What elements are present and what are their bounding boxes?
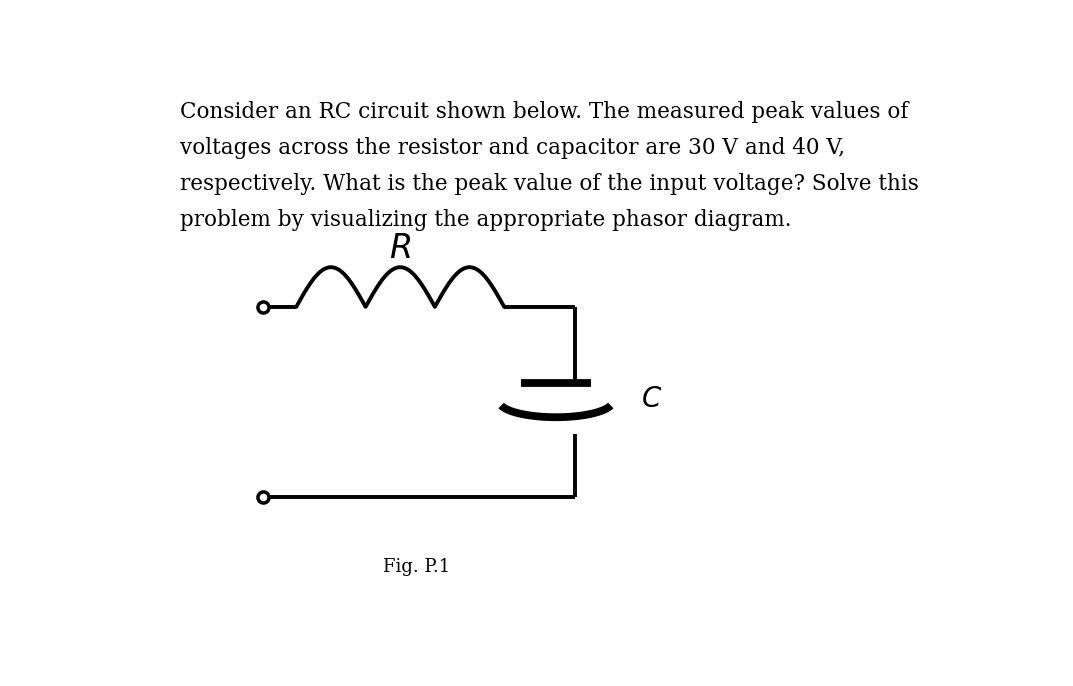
Text: voltages across the resistor and capacitor are 30 V and 40 V,: voltages across the resistor and capacit… bbox=[180, 137, 844, 158]
Text: respectively. What is the peak value of the input voltage? Solve this: respectively. What is the peak value of … bbox=[180, 173, 918, 195]
Text: $\mathit{R}$: $\mathit{R}$ bbox=[389, 233, 411, 265]
Text: Consider an RC circuit shown below. The measured peak values of: Consider an RC circuit shown below. The … bbox=[180, 101, 908, 123]
Text: problem by visualizing the appropriate phasor diagram.: problem by visualizing the appropriate p… bbox=[180, 209, 792, 230]
Text: Fig. P.1: Fig. P.1 bbox=[383, 558, 451, 576]
Text: $\mathit{C}$: $\mathit{C}$ bbox=[642, 386, 663, 413]
